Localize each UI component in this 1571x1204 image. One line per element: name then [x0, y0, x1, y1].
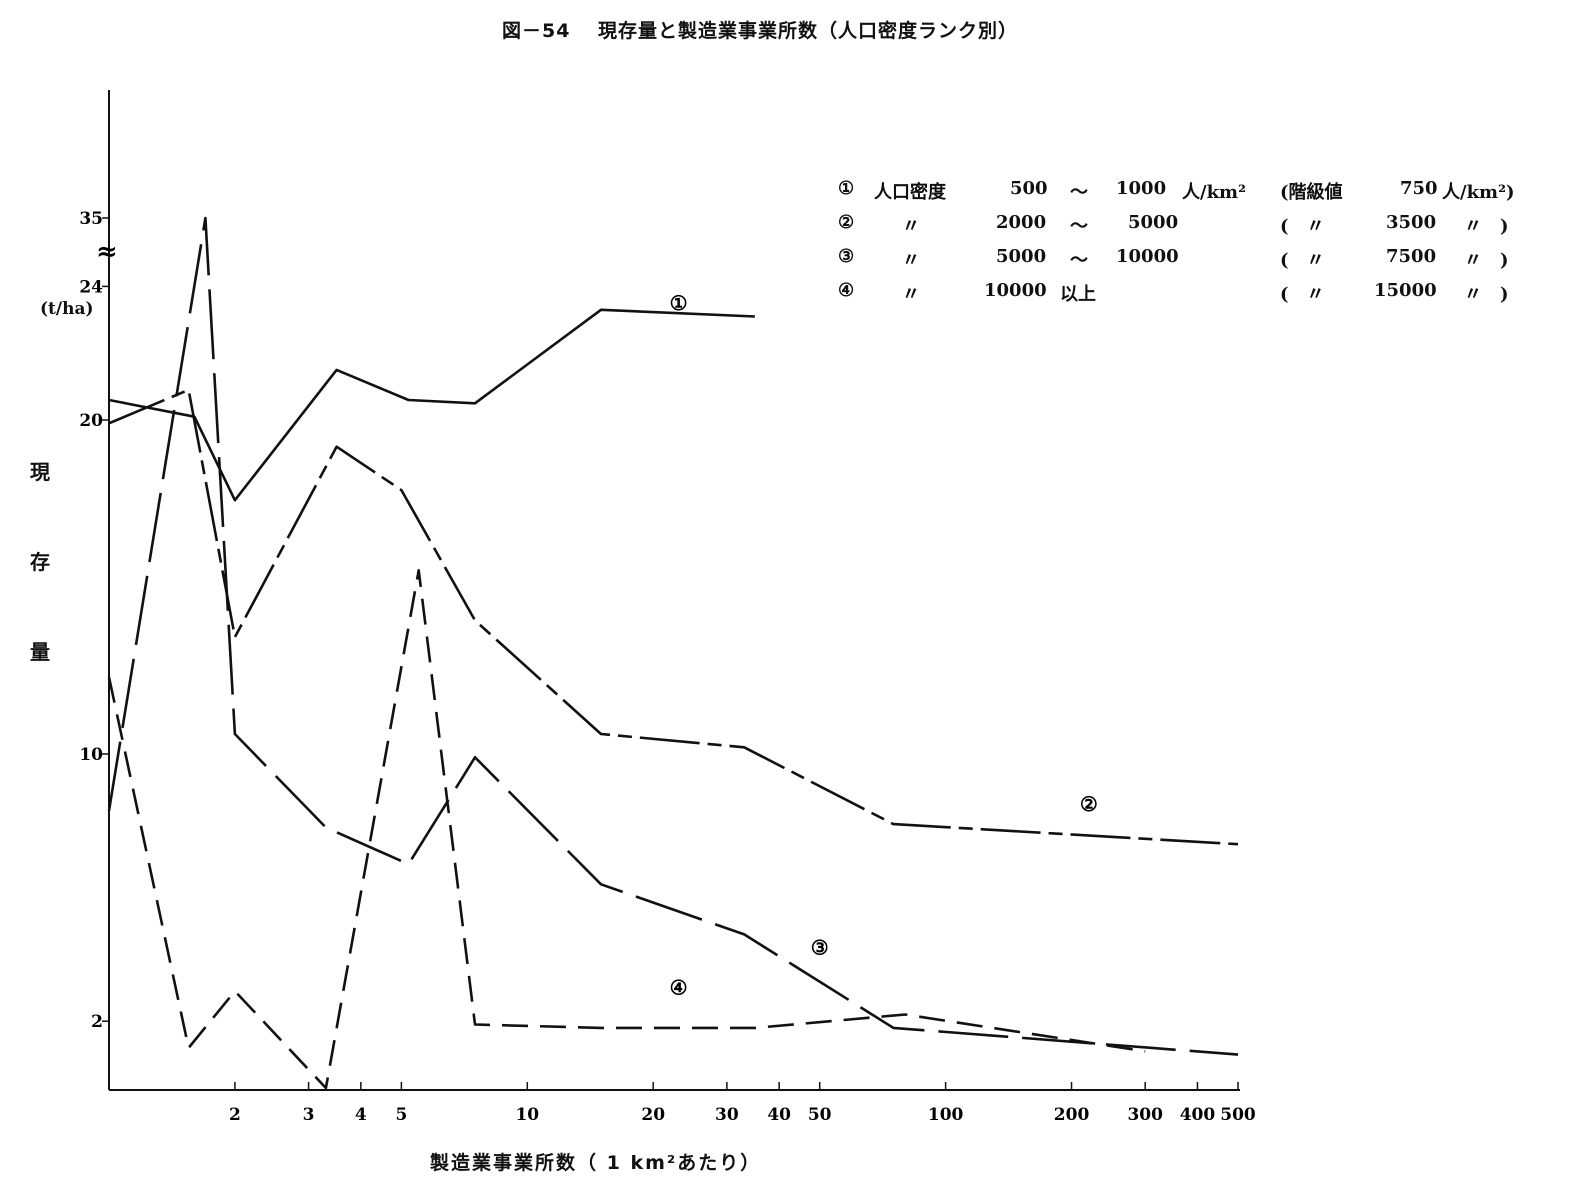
- x-tick-label: 10: [515, 1105, 539, 1125]
- y-tick-label: 10: [79, 745, 103, 765]
- series-label-1: ①: [670, 291, 688, 315]
- legend-class-label-4: ( 〃: [1280, 284, 1325, 305]
- series-line-2: [108, 388, 1239, 846]
- y-tick-label: 2: [91, 1012, 103, 1032]
- legend-low-4: 10000: [984, 280, 1047, 301]
- legend-low-2: 2000: [996, 212, 1047, 233]
- y-axis-label-char-2: 存: [30, 550, 50, 574]
- legend-class-value-3: 7500: [1386, 246, 1437, 267]
- legend-name-1: 人口密度: [874, 182, 946, 203]
- y-tick-label: 20: [79, 411, 103, 431]
- x-tick-label: 20: [641, 1105, 665, 1125]
- series-line-3: [107, 216, 1239, 1056]
- legend-name-3: 〃: [902, 250, 920, 271]
- y-axis-unit: (t/ha): [40, 299, 94, 319]
- x-tick-label: 4: [355, 1105, 367, 1125]
- legend-sep-1: ～: [1070, 182, 1088, 203]
- series-label-4: ④: [670, 975, 688, 999]
- legend-marker-4: ④: [838, 280, 855, 301]
- series-lines: [107, 216, 1239, 1090]
- legend-sep-2: ～: [1070, 216, 1088, 237]
- legend-class-label-3: ( 〃: [1280, 250, 1325, 271]
- legend-high-3: 10000: [1116, 246, 1179, 267]
- axes: ≈: [96, 90, 1240, 1091]
- y-axis-label-char-1: 現: [30, 460, 50, 484]
- x-tick-label: 5: [395, 1105, 407, 1125]
- legend-class-value-4: 15000: [1374, 280, 1437, 301]
- legend-marker-2: ②: [838, 212, 855, 233]
- ticks: 2 10 20 24 35 2 3 4 5 10 20 30 40 50 100 200 300 400 500: [79, 209, 1256, 1125]
- legend-class-label-1: (階級値: [1280, 182, 1343, 203]
- legend-name-2: 〃: [902, 216, 920, 237]
- legend-sep-4: 以上: [1060, 284, 1096, 305]
- series-label-3: ③: [811, 935, 829, 959]
- x-tick-label: 400: [1180, 1105, 1216, 1125]
- y-tick-label: 35: [79, 209, 103, 229]
- series-line-1: [108, 308, 755, 502]
- legend-class-unit-4: 〃 ): [1464, 284, 1509, 305]
- legend-sep-3: ～: [1070, 250, 1088, 271]
- series-line-4: [107, 568, 1146, 1090]
- series-label-2: ②: [1080, 792, 1098, 816]
- x-tick-label: 100: [928, 1105, 964, 1125]
- chart-title: 図－54 現存量と製造業事業所数（人口密度ランク別）: [501, 20, 1019, 42]
- x-tick-label: 40: [767, 1105, 791, 1125]
- legend-class-unit-2: 〃 ): [1464, 216, 1509, 237]
- legend-low-1: 500: [1010, 178, 1048, 199]
- series-labels: ① ② ③ ④: [670, 291, 1098, 1000]
- legend-class-value-2: 3500: [1386, 212, 1437, 233]
- x-tick-label: 50: [808, 1105, 832, 1125]
- y-axis-break-mark: ≈: [96, 237, 118, 267]
- y-axis-label-char-3: 量: [30, 640, 50, 664]
- y-tick-label: 24: [79, 277, 103, 297]
- x-tick-label: 200: [1054, 1105, 1090, 1125]
- legend-high-1: 1000: [1116, 178, 1167, 199]
- legend-name-4: 〃: [902, 284, 920, 305]
- legend-marker-3: ③: [838, 246, 855, 267]
- legend-class-value-1: 750: [1400, 178, 1438, 199]
- legend-high-2: 5000: [1128, 212, 1179, 233]
- x-tick-label: 30: [715, 1105, 739, 1125]
- legend-class-label-2: ( 〃: [1280, 216, 1325, 237]
- x-axis-label: 製造業事業所数（ 1 km²あたり）: [430, 1152, 762, 1174]
- x-tick-label: 300: [1127, 1105, 1163, 1125]
- legend-class-unit-3: 〃 ): [1464, 250, 1509, 271]
- legend-unit-1: 人/km²: [1182, 182, 1246, 203]
- legend-marker-1: ①: [838, 178, 855, 199]
- x-tick-label: 2: [229, 1105, 241, 1125]
- legend-low-3: 5000: [996, 246, 1047, 267]
- x-tick-label: 3: [303, 1105, 315, 1125]
- legend-class-unit-1: 人/km²): [1442, 182, 1515, 203]
- x-tick-label: 500: [1220, 1105, 1256, 1125]
